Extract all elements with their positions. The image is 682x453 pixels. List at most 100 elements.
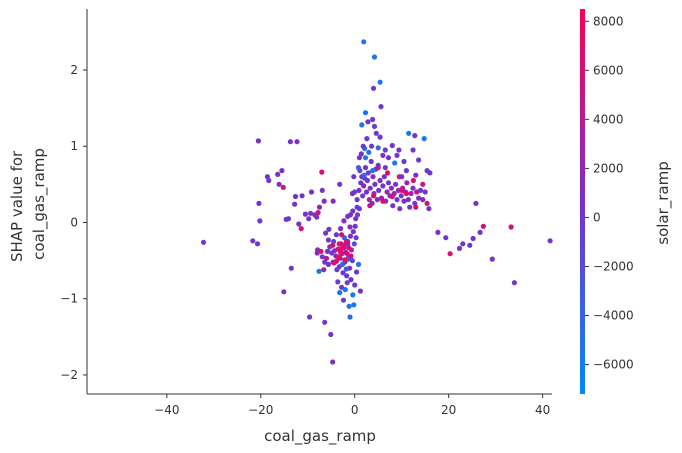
y-axis-label-line-2: coal_gas_ramp [30, 148, 49, 260]
scatter-point [477, 229, 483, 235]
scatter-point [361, 183, 367, 189]
scatter-point [375, 162, 381, 168]
scatter-point [385, 170, 391, 176]
scatter-point [275, 171, 281, 177]
scatter-point [399, 174, 405, 180]
scatter-point [511, 280, 517, 286]
scatter-point [339, 261, 346, 267]
scatter-point [416, 157, 422, 163]
scatter-point [370, 174, 376, 180]
scatter-point [349, 258, 355, 264]
scatter-point [385, 155, 392, 161]
scatter-point [255, 138, 261, 144]
scatter-point [326, 226, 332, 232]
colorbar-tick-label: −2000 [593, 259, 634, 273]
x-tick-label: 20 [441, 403, 456, 417]
scatter-point [357, 288, 363, 294]
scatter-point [315, 247, 321, 253]
y-tick-label: 1 [70, 139, 78, 153]
scatter-point [354, 197, 360, 203]
scatter-point [427, 170, 433, 176]
scatter-point [396, 147, 402, 153]
scatter-point [367, 185, 373, 191]
scatter-point [435, 229, 441, 235]
scatter-point [401, 158, 407, 165]
scatter-point [547, 238, 553, 244]
scatter-point [399, 187, 405, 193]
scatter-point [307, 314, 313, 320]
x-axis-label: coal_gas_ramp [264, 427, 376, 446]
scatter-point [403, 168, 409, 174]
scatter-point [335, 254, 341, 260]
scatter-point [298, 226, 304, 232]
scatter-point [308, 210, 314, 216]
scatter-point [489, 256, 495, 262]
scatter-point [353, 216, 359, 222]
scatter-point [370, 116, 376, 123]
scatter-point [281, 289, 287, 295]
y-tick-label: −2 [60, 368, 78, 382]
scatter-point [336, 241, 342, 247]
scatter-point [352, 282, 358, 288]
scatter-point [406, 130, 412, 136]
scatter-point [315, 210, 321, 216]
scatter-point [339, 232, 345, 238]
scatter-point [358, 151, 364, 157]
y-axis: −2 −1 0 1 2 [60, 9, 88, 394]
scatter-point [385, 180, 392, 186]
y-tick-label: 0 [70, 215, 78, 229]
scatter-point [355, 165, 362, 171]
scatter-point [323, 230, 329, 236]
scatter-point [302, 211, 308, 217]
scatter-point [380, 198, 386, 204]
scatter-point [401, 198, 407, 204]
scatter-point [280, 184, 286, 190]
colorbar: −6000 −4000 −2000 0 2000 4000 6000 8000 [580, 9, 634, 394]
colorbar-tick-label: 6000 [593, 63, 624, 77]
scatter-point [321, 198, 327, 204]
scatter-point [377, 79, 383, 85]
scatter-point [200, 239, 207, 245]
scatter-point [366, 149, 372, 155]
scatter-point [420, 181, 426, 187]
scatter-point [377, 177, 383, 184]
scatter-point [362, 155, 369, 161]
scatter-point [350, 208, 356, 214]
scatter-point [354, 212, 361, 218]
scatter-point [470, 235, 476, 242]
scatter-point [416, 195, 422, 201]
scatter-point [319, 169, 325, 175]
scatter-point [413, 172, 419, 178]
scatter-point [359, 122, 365, 128]
scatter-point [343, 266, 349, 272]
scatter-point [346, 303, 352, 309]
scatter-point [366, 197, 372, 203]
scatter-point [368, 158, 374, 165]
scatter-point [508, 224, 514, 230]
scatter-point [342, 287, 348, 293]
y-tick-label: −1 [60, 292, 78, 306]
scatter-point [381, 174, 387, 180]
scatter-point [393, 181, 399, 187]
scatter-point [362, 165, 369, 171]
scatter-point [394, 152, 400, 158]
scatter-point [410, 177, 416, 184]
y-axis-label: SHAP value for coal_gas_ramp [8, 146, 49, 262]
scatter-point [306, 216, 312, 222]
scatter-point [287, 139, 293, 145]
scatter-point [369, 143, 375, 149]
scatter-point [349, 190, 355, 197]
x-tick-label: 40 [535, 403, 550, 417]
scatter-point [337, 290, 343, 296]
scatter-point [347, 314, 353, 320]
scatter-point [321, 267, 327, 273]
scatter-point [335, 279, 341, 285]
scatter-point [378, 104, 384, 110]
scatter-point [389, 142, 395, 149]
scatter-point [333, 258, 339, 264]
scatter-point [350, 292, 356, 298]
scatter-point [424, 200, 430, 206]
scatter-point [351, 302, 357, 308]
scatter-point [403, 190, 409, 197]
scatter-point [296, 221, 302, 227]
